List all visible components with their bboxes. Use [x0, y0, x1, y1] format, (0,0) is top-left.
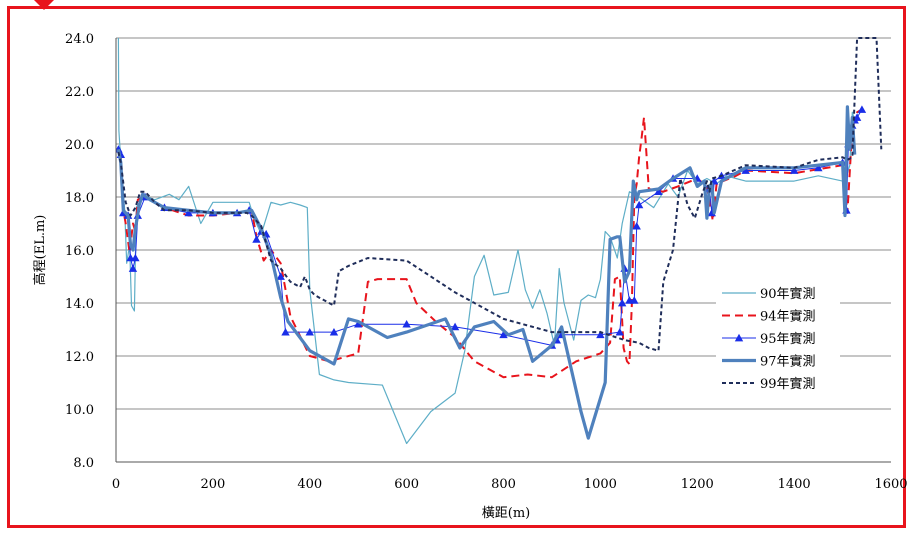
x-tick-label: 0 [112, 477, 120, 492]
y-tick-label: 22.0 [65, 85, 94, 100]
data-point-marker [450, 322, 460, 331]
data-point-marker [184, 208, 193, 217]
y-tick-label: 12.0 [65, 350, 94, 365]
data-point-marker [353, 320, 363, 328]
data-point-marker [789, 166, 799, 174]
legend-item: 94年實測 [722, 309, 816, 325]
data-point-marker [632, 221, 641, 230]
frame-pointer-marker [34, 0, 54, 10]
data-point-marker [252, 235, 261, 243]
x-tick-label: 400 [297, 477, 322, 492]
legend-box [716, 283, 840, 402]
x-tick-label: 200 [200, 477, 225, 492]
data-point-marker [281, 327, 290, 336]
tick-labels: 8.0 10.0 12.0 14.0 16.0 18.0 20.0 22.0 24.0 0 200 4… [65, 32, 908, 492]
data-point-marker [596, 330, 605, 339]
legend-item: 99年實測 [722, 376, 816, 392]
data-point-marker [131, 253, 140, 262]
y-tick-label: 18.0 [65, 191, 94, 206]
y-axis-label: 高程(EL.m) [32, 215, 48, 286]
data-point-marker [634, 200, 644, 209]
series-layer [116, 37, 883, 445]
y-tick-label: 24.0 [65, 32, 94, 47]
data-point-marker [499, 330, 508, 339]
legend-label: 97年實測 [760, 354, 816, 370]
x-tick-label: 1000 [584, 477, 617, 492]
data-point-marker [305, 327, 314, 336]
data-point-marker [857, 105, 867, 113]
data-point-marker [402, 320, 411, 328]
data-point-marker [329, 327, 339, 336]
data-point-marker [615, 327, 624, 336]
series-line [117, 37, 883, 352]
data-point-marker [814, 163, 823, 172]
axes [115, 38, 891, 463]
x-tick-label: 1400 [778, 477, 811, 492]
legend-item: 97年實測 [722, 354, 816, 370]
y-tick-label: 8.0 [73, 456, 94, 471]
x-tick-label: 1200 [681, 477, 714, 492]
legend-label: 99年實測 [760, 376, 816, 392]
data-point-marker [654, 187, 663, 196]
data-point-marker [852, 113, 862, 121]
legend-item: 95年實測 [722, 331, 816, 347]
y-tick-label: 10.0 [65, 403, 94, 418]
x-tick-label: 600 [394, 477, 419, 492]
data-point-marker [276, 272, 285, 280]
x-axis-label: 橫距(m) [482, 506, 530, 521]
legend-label: 90年實測 [760, 286, 816, 302]
y-tick-label: 14.0 [65, 297, 94, 312]
legend: 90年實測 94年實測 95年實測 97年實測 99年實測 [716, 283, 840, 402]
y-tick-label: 20.0 [65, 138, 94, 153]
legend-marker [734, 333, 744, 342]
series-5 [117, 37, 883, 352]
data-point-marker [128, 264, 138, 272]
legend-label: 95年實測 [760, 331, 816, 347]
x-tick-label: 800 [491, 477, 516, 492]
data-point-marker [741, 166, 750, 174]
x-tick-label: 1600 [874, 477, 907, 492]
legend-item: 90年實測 [722, 286, 816, 302]
data-point-marker [630, 296, 639, 304]
legend-label: 94年實測 [760, 309, 816, 325]
y-tick-label: 16.0 [65, 244, 94, 259]
data-point-marker [617, 298, 627, 307]
chart-frame [7, 6, 906, 528]
